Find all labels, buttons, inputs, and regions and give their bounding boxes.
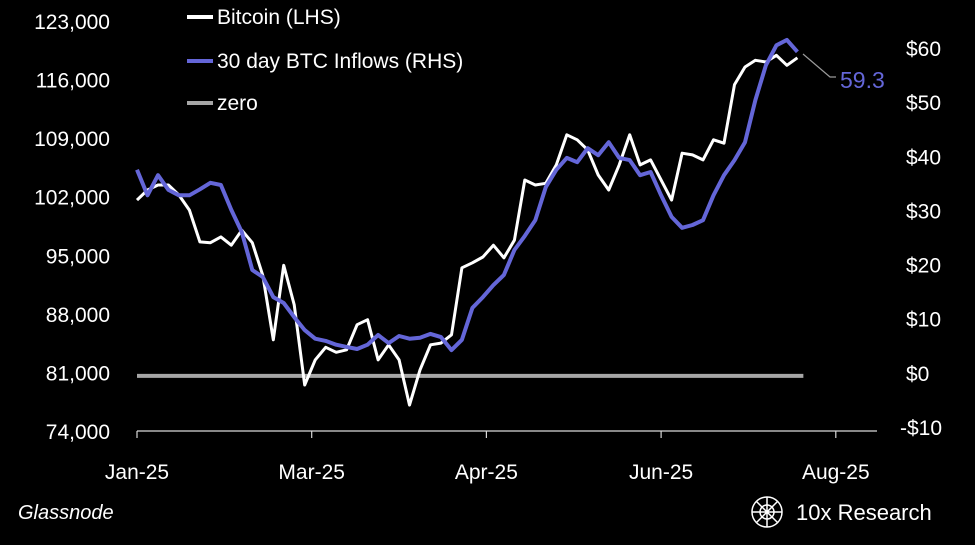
right-tick-label: $60 <box>906 38 941 61</box>
right-tick-label: $0 <box>906 363 929 386</box>
legend-label-bitcoin: Bitcoin (LHS) <box>217 6 341 29</box>
right-tick-label: $50 <box>906 92 941 115</box>
series-inflows-line <box>137 40 797 350</box>
x-tick-label: Mar-25 <box>278 461 345 484</box>
left-tick-label: 123,000 <box>34 11 110 34</box>
right-tick-label: $10 <box>906 309 941 332</box>
x-tick-label: Aug-25 <box>802 461 870 484</box>
left-tick-label: 88,000 <box>46 304 110 327</box>
right-axis-ticks: $60 $50 $40 $30 $20 $10 $0 -$10 <box>900 38 942 440</box>
brand-name: 10x Research <box>796 500 932 525</box>
left-axis-ticks: 123,000 116,000 109,000 102,000 95,000 88,000… <box>34 11 110 444</box>
left-tick-label: 81,000 <box>46 362 110 385</box>
right-tick-label: $30 <box>906 200 941 223</box>
left-tick-label: 116,000 <box>36 70 110 93</box>
brand-logo: 10x Research <box>752 497 932 527</box>
annotation-value: 59.3 <box>840 67 885 93</box>
x-tick-label: Jan-25 <box>105 461 169 484</box>
source-label: Glassnode <box>18 502 114 524</box>
legend-label-inflows: 30 day BTC Inflows (RHS) <box>217 50 463 73</box>
x-tick-label: Apr-25 <box>455 461 518 484</box>
left-tick-label: 102,000 <box>34 187 110 210</box>
right-tick-label: $40 <box>906 146 941 169</box>
left-tick-label: 95,000 <box>46 245 110 268</box>
x-tick-label: Jun-25 <box>629 461 693 484</box>
annotation-leader-line <box>803 54 836 77</box>
right-tick-label: -$10 <box>900 417 942 440</box>
10x-logo-icon <box>752 497 782 527</box>
x-axis: Jan-25 Mar-25 Apr-25 Jun-25 Aug-25 <box>105 431 877 484</box>
end-annotation: 59.3 <box>803 54 885 93</box>
legend: Bitcoin (LHS) 30 day BTC Inflows (RHS) z… <box>187 6 463 115</box>
left-tick-label: 74,000 <box>46 421 110 444</box>
left-tick-label: 109,000 <box>34 128 110 151</box>
legend-label-zero: zero <box>217 92 258 115</box>
right-tick-label: $20 <box>906 255 941 278</box>
